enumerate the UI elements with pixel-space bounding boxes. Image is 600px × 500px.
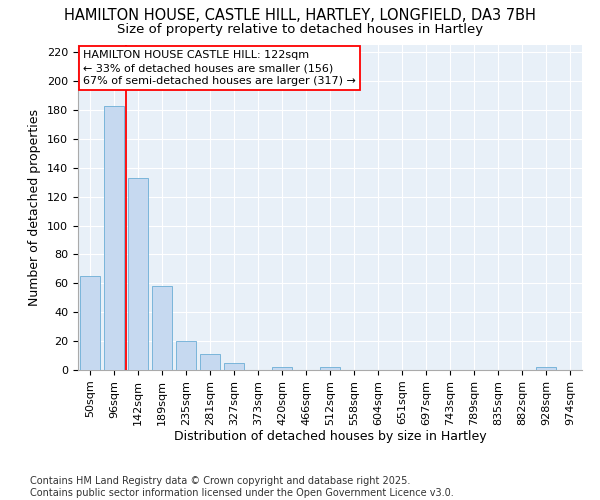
Text: Size of property relative to detached houses in Hartley: Size of property relative to detached ho…: [117, 22, 483, 36]
X-axis label: Distribution of detached houses by size in Hartley: Distribution of detached houses by size …: [173, 430, 487, 444]
Bar: [104, 106, 124, 370]
Bar: [224, 363, 244, 370]
Text: HAMILTON HOUSE CASTLE HILL: 122sqm
← 33% of detached houses are smaller (156)
67: HAMILTON HOUSE CASTLE HILL: 122sqm ← 33%…: [83, 50, 356, 86]
Bar: [152, 286, 172, 370]
Text: Contains HM Land Registry data © Crown copyright and database right 2025.
Contai: Contains HM Land Registry data © Crown c…: [30, 476, 454, 498]
Bar: [176, 341, 196, 370]
Text: HAMILTON HOUSE, CASTLE HILL, HARTLEY, LONGFIELD, DA3 7BH: HAMILTON HOUSE, CASTLE HILL, HARTLEY, LO…: [64, 8, 536, 22]
Bar: [272, 367, 292, 370]
Bar: [200, 354, 220, 370]
Bar: [80, 276, 100, 370]
Bar: [536, 367, 556, 370]
Y-axis label: Number of detached properties: Number of detached properties: [28, 109, 41, 306]
Bar: [128, 178, 148, 370]
Bar: [320, 367, 340, 370]
